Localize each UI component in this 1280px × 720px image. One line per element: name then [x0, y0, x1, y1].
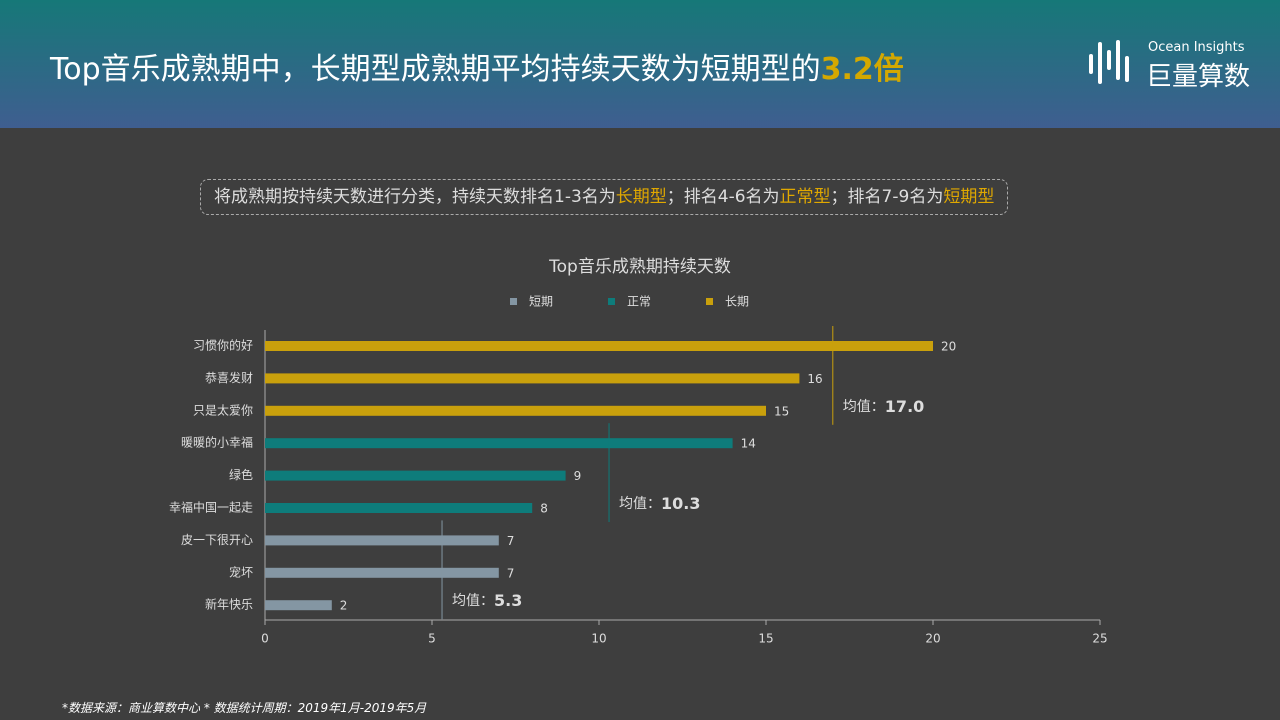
- mean-label: 均值：5.3: [452, 591, 522, 610]
- value-label: 8: [540, 502, 548, 516]
- mean-prefix: 均值：: [452, 593, 494, 609]
- x-tick-label: 25: [1092, 632, 1107, 646]
- x-tick-label: 0: [261, 632, 269, 646]
- bar: [265, 405, 766, 416]
- value-label: 2: [340, 599, 348, 613]
- value-label: 15: [774, 404, 789, 418]
- header: Top音乐成熟期中，长期型成熟期平均持续天数为短期型的3.2倍 Ocean In…: [0, 0, 1280, 128]
- note-box: 将成熟期按持续天数进行分类，持续天数排名1-3名为长期型；排名4-6名为正常型；…: [200, 179, 1009, 215]
- y-tick-label: 幸福中国一起走: [169, 500, 253, 515]
- legend-label: 长期: [725, 295, 749, 309]
- bar: [265, 600, 332, 611]
- mean-prefix: 均值：: [843, 399, 885, 415]
- x-tick-label: 15: [758, 632, 773, 646]
- value-label: 7: [507, 566, 515, 580]
- x-tick-label: 10: [591, 632, 606, 646]
- mean-prefix: 均值：: [619, 496, 661, 512]
- logo-icon: [1089, 40, 1129, 84]
- logo-cn: 巨量算数: [1146, 62, 1251, 92]
- legend-swatch: [608, 298, 615, 305]
- title-text: Top音乐成熟期中，长期型成熟期平均持续天数为短期型的: [50, 52, 821, 87]
- bar: [265, 470, 566, 481]
- bar: [265, 503, 533, 513]
- y-tick-label: 新年快乐: [205, 597, 253, 612]
- y-tick-label: 只是太爱你: [193, 402, 253, 417]
- note-text: 将成熟期按持续天数进行分类，持续天数排名1-3名为: [214, 187, 616, 207]
- value-label: 14: [741, 437, 756, 451]
- mean-value: 5.3: [494, 591, 522, 610]
- logo-en: Ocean Insights: [1148, 40, 1245, 55]
- y-tick-label: 皮一下很开心: [181, 533, 253, 547]
- footer: *数据来源：商业算数中心 * 数据统计周期：2019年1月-2019年5月: [62, 701, 427, 715]
- y-tick-label: 绿色: [229, 467, 253, 482]
- mean-label: 均值：17.0: [843, 396, 924, 415]
- y-tick-label: 习惯你的好: [193, 338, 253, 353]
- legend-label: 短期: [529, 295, 553, 309]
- value-label: 16: [807, 372, 822, 386]
- bar: [265, 341, 933, 351]
- note-text: ；排名4-6名为: [666, 187, 780, 207]
- legend-swatch: [510, 298, 517, 305]
- value-label: 7: [507, 534, 515, 548]
- legend-swatch: [706, 298, 713, 305]
- mean-label: 均值：10.3: [619, 494, 700, 513]
- y-tick-label: 恭喜发财: [205, 370, 253, 385]
- slide-title: Top音乐成熟期中，长期型成熟期平均持续天数为短期型的3.2倍: [50, 44, 904, 88]
- chart-title: Top音乐成熟期持续天数: [548, 256, 731, 277]
- y-tick-label: 暖暖的小幸福: [181, 435, 253, 450]
- value-label: 9: [574, 469, 582, 483]
- title-highlight: 3.2倍: [820, 52, 904, 87]
- chart: Top音乐成熟期持续天数 短期 正常 长期 0 5 10 15 20 25 习惯你的好恭喜发财只是…: [169, 256, 1108, 646]
- legend-label: 正常: [627, 295, 651, 309]
- mean-value: 17.0: [885, 396, 924, 415]
- y-tick-label: 宠坏: [229, 564, 253, 579]
- x-tick-label: 20: [925, 632, 940, 646]
- bar: [265, 373, 800, 384]
- note-highlight: 短期型: [943, 187, 995, 207]
- note-text: ；排名7-9名为: [830, 187, 944, 207]
- value-label: 20: [941, 340, 956, 354]
- bar: [265, 438, 733, 449]
- bar: [265, 535, 499, 546]
- note-highlight: 长期型: [615, 187, 667, 207]
- x-tick-label: 5: [428, 632, 436, 646]
- mean-value: 10.3: [661, 494, 700, 513]
- bar: [265, 567, 499, 578]
- note-highlight: 正常型: [779, 187, 831, 207]
